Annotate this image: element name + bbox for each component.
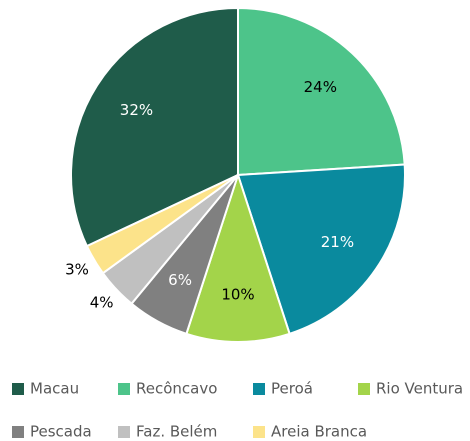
data-label: 24% — [304, 78, 337, 96]
legend-label: Recôncavo — [136, 380, 217, 398]
legend-swatch — [253, 383, 265, 395]
legend-swatch — [12, 426, 24, 438]
data-label: 21% — [321, 233, 354, 251]
pie-slice — [236, 163, 406, 336]
legend-swatch — [118, 383, 130, 395]
legend-label: Pescada — [30, 423, 92, 441]
legend-label: Areia Branca — [271, 423, 367, 441]
legend-swatch — [118, 426, 130, 438]
data-label: 32% — [120, 101, 153, 119]
legend-label: Faz. Belém — [136, 423, 217, 441]
data-label: 6% — [168, 271, 192, 289]
legend-swatch — [12, 383, 24, 395]
data-label: 10% — [221, 286, 254, 304]
legend-swatch — [358, 383, 370, 395]
data-label: 3% — [65, 261, 89, 279]
legend-label: Rio Ventura — [376, 380, 463, 398]
legend-label: Peroá — [271, 380, 313, 398]
data-label: 4% — [90, 294, 114, 312]
pie-slice — [85, 174, 239, 275]
pie-slice — [185, 171, 291, 343]
pie-slice — [237, 6, 406, 177]
legend-swatch — [253, 426, 265, 438]
pie-slice — [70, 6, 239, 248]
legend-label: Macau — [30, 380, 79, 398]
